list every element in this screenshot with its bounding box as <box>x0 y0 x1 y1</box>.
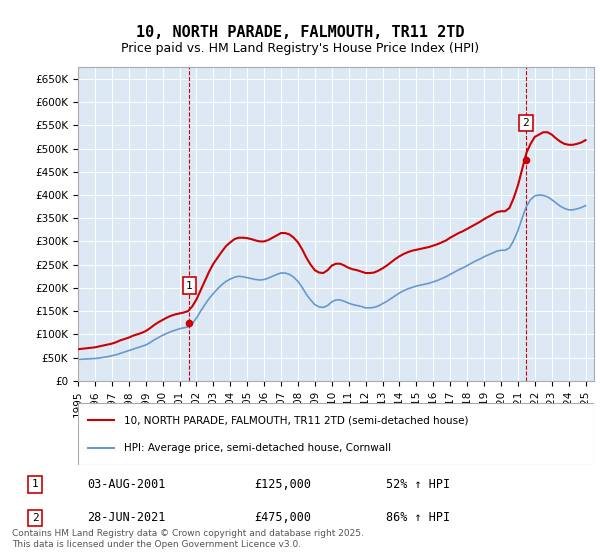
Text: 2: 2 <box>523 118 529 128</box>
Text: Price paid vs. HM Land Registry's House Price Index (HPI): Price paid vs. HM Land Registry's House … <box>121 42 479 55</box>
Text: 86% ↑ HPI: 86% ↑ HPI <box>386 511 451 525</box>
Point <box>185 318 194 327</box>
Text: £125,000: £125,000 <box>254 478 311 491</box>
Text: 52% ↑ HPI: 52% ↑ HPI <box>386 478 451 491</box>
Text: 10, NORTH PARADE, FALMOUTH, TR11 2TD (semi-detached house): 10, NORTH PARADE, FALMOUTH, TR11 2TD (se… <box>124 416 469 426</box>
Text: £475,000: £475,000 <box>254 511 311 525</box>
Text: 1: 1 <box>186 281 193 291</box>
Text: 2: 2 <box>32 513 38 523</box>
Point <box>521 156 531 165</box>
FancyBboxPatch shape <box>78 403 594 465</box>
Text: HPI: Average price, semi-detached house, Cornwall: HPI: Average price, semi-detached house,… <box>124 442 392 452</box>
Text: 03-AUG-2001: 03-AUG-2001 <box>87 478 165 491</box>
Text: 1: 1 <box>32 479 38 489</box>
Text: 10, NORTH PARADE, FALMOUTH, TR11 2TD: 10, NORTH PARADE, FALMOUTH, TR11 2TD <box>136 25 464 40</box>
Text: 28-JUN-2021: 28-JUN-2021 <box>87 511 165 525</box>
Text: Contains HM Land Registry data © Crown copyright and database right 2025.
This d: Contains HM Land Registry data © Crown c… <box>12 529 364 549</box>
